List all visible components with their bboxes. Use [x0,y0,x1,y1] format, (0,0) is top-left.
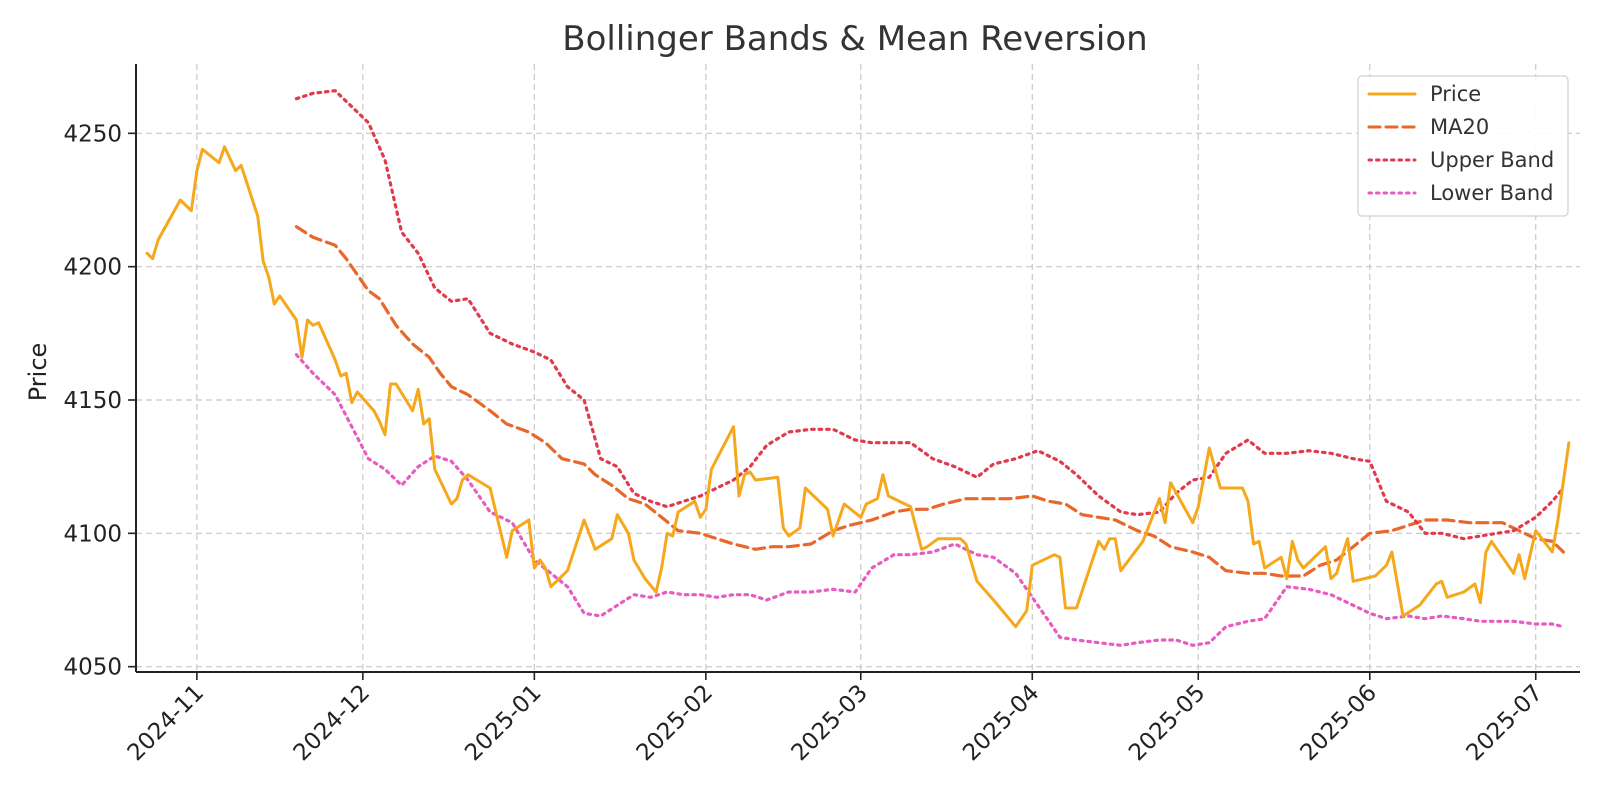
legend: Price MA20 Upper Band Lower Band [1357,75,1569,217]
series-line-upper-band [294,89,1565,541]
series-line-lower-band [294,353,1565,647]
legend-label: Lower Band [1430,181,1554,205]
chart-title: Bollinger Bands & Mean Reversion [562,19,1147,59]
y-tick-label: 4100 [63,521,122,547]
y-tick-label: 4250 [63,121,122,147]
legend-label: MA20 [1430,115,1489,139]
series-line-price [145,145,1571,629]
legend-label: Upper Band [1430,148,1554,172]
series-lines [145,89,1571,647]
y-tick-label: 4200 [63,255,122,281]
y-tick-label: 4050 [63,655,122,681]
y-tick-label: 4150 [63,388,122,414]
y-axis-label: Price [24,343,52,402]
legend-label: Price [1430,82,1481,106]
axes [135,64,1580,673]
legend-box [1357,75,1569,217]
